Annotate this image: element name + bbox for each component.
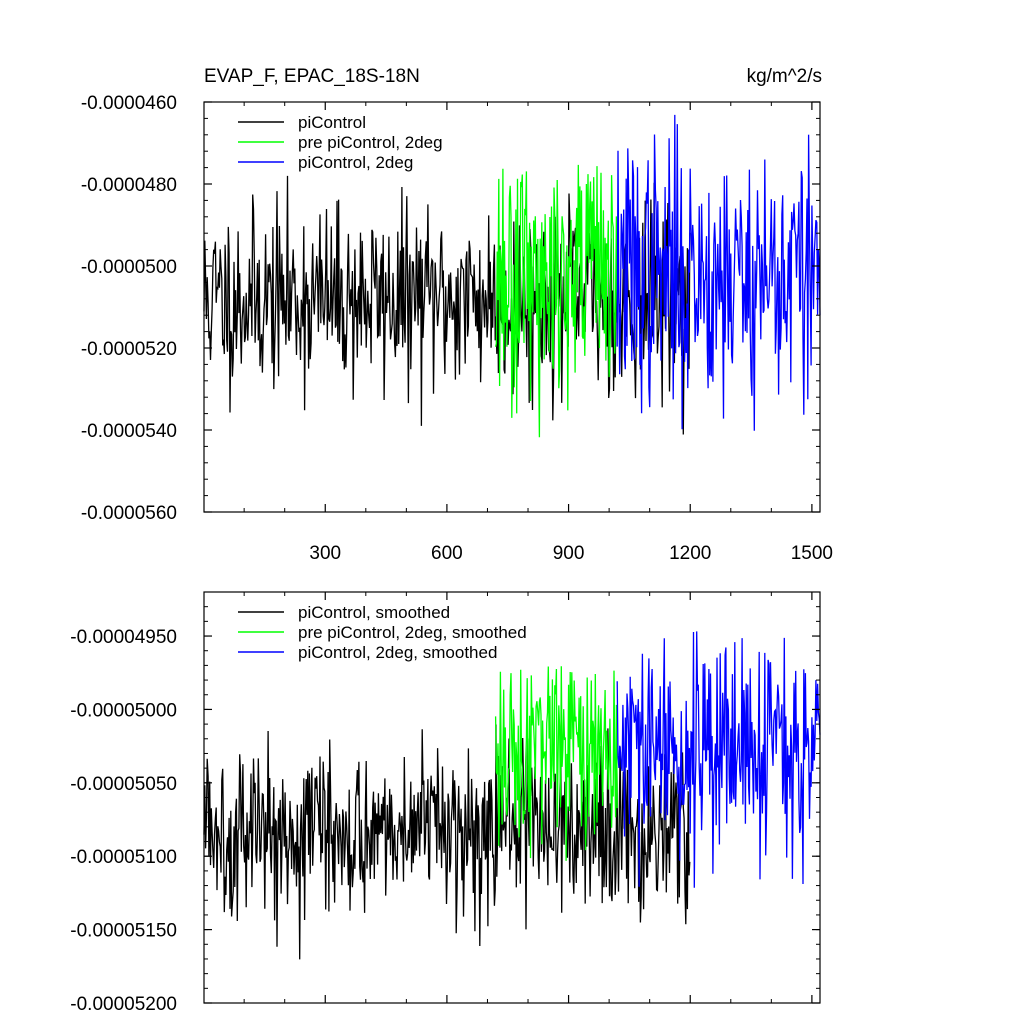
y-tick-label: -0.0000540 xyxy=(81,421,177,442)
series-line-2 xyxy=(494,164,618,438)
series-line-1 xyxy=(203,724,691,960)
series-line-2 xyxy=(494,666,618,861)
y-tick-label: -0.0000520 xyxy=(81,339,177,360)
x-tick-label: 300 xyxy=(309,543,341,564)
units-label: kg/m^2/s xyxy=(747,66,822,87)
legend-label: pre piControl, 2deg xyxy=(298,133,443,152)
series-line-1 xyxy=(203,175,691,435)
x-tick-label: 600 xyxy=(431,543,463,564)
y-tick-label: -0.0000460 xyxy=(81,93,177,114)
plot-frame xyxy=(203,101,821,513)
y-tick-label: -0.00005100 xyxy=(70,847,177,868)
y-tick-label: -0.00005150 xyxy=(70,921,177,942)
y-tick-label: -0.00005200 xyxy=(70,994,177,1015)
series-line-3 xyxy=(616,631,821,888)
x-tick-label: 1500 xyxy=(791,543,833,564)
bottom-panel: -0.00004950 -0.00005000 -0.00005050 -0.0000… xyxy=(70,591,821,1015)
y-tick-label: -0.0000480 xyxy=(81,175,177,196)
chart-title: EVAP_F, EPAC_18S-18N xyxy=(204,66,420,87)
x-tick-label: 900 xyxy=(553,543,585,564)
legend-label: piControl, smoothed xyxy=(298,603,450,622)
plot-frame xyxy=(203,591,821,1004)
y-tick-label: -0.0000560 xyxy=(81,503,177,524)
top-panel: -0.0000460 -0.0000480 -0.0000500 -0.0000520… xyxy=(81,93,833,564)
x-tick-label: 1200 xyxy=(669,543,711,564)
legend-item xyxy=(232,112,592,132)
legend-label: pre piControl, 2deg, smoothed xyxy=(298,623,527,642)
legend-label: piControl, 2deg, smoothed xyxy=(298,643,497,662)
y-tick-label: -0.0000500 xyxy=(81,257,177,278)
y-tick-label: -0.00004950 xyxy=(70,627,177,648)
series-line-3 xyxy=(616,114,821,431)
legend-label: piControl xyxy=(298,113,366,132)
y-tick-label: -0.00005050 xyxy=(70,774,177,795)
legend-label: piControl, 2deg xyxy=(298,153,413,172)
y-tick-label: -0.00005000 xyxy=(70,700,177,721)
